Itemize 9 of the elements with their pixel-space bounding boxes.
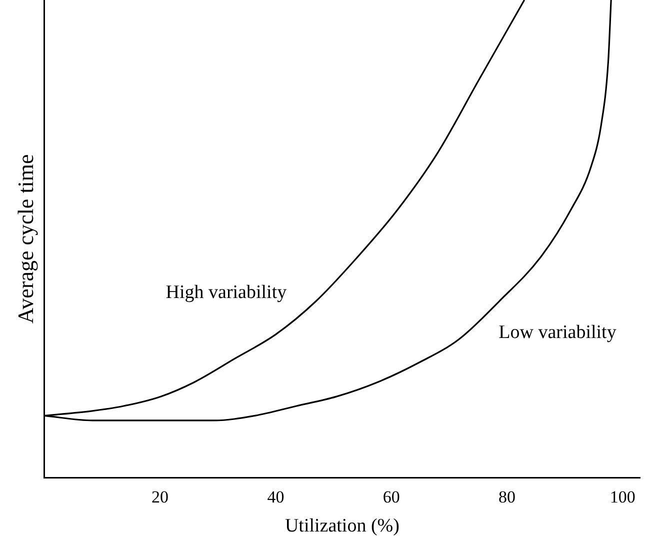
- x-tick-label: 40: [267, 487, 284, 506]
- series-label: High variability: [166, 282, 288, 303]
- series-label: Low variability: [498, 322, 617, 343]
- x-tick-label: 60: [382, 487, 400, 506]
- x-tick-label: 100: [610, 487, 636, 506]
- x-axis-title: Utilization (%): [284, 516, 400, 537]
- y-axis-title: Average cycle time: [12, 154, 38, 324]
- x-tick-label: 80: [498, 487, 516, 506]
- x-tick-label: 20: [152, 487, 169, 506]
